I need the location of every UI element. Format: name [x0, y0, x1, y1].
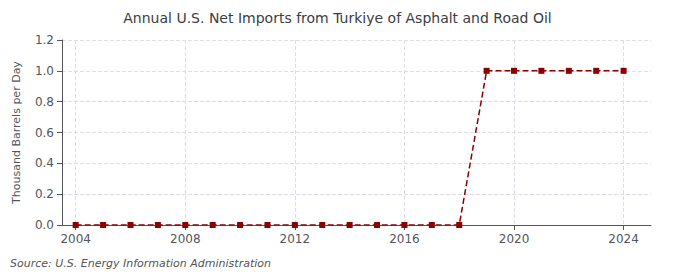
svg-text:2012: 2012: [280, 232, 311, 246]
svg-text:0.0: 0.0: [35, 218, 54, 232]
svg-text:2008: 2008: [170, 232, 201, 246]
svg-text:1.0: 1.0: [35, 64, 54, 78]
svg-text:0.2: 0.2: [35, 187, 54, 201]
svg-text:Source: U.S. Energy Informatio: Source: U.S. Energy Information Administ…: [10, 257, 271, 270]
svg-text:2016: 2016: [389, 232, 420, 246]
svg-text:2024: 2024: [608, 232, 639, 246]
svg-text:2004: 2004: [60, 232, 91, 246]
svg-text:0.8: 0.8: [35, 95, 54, 109]
svg-text:0.6: 0.6: [35, 126, 54, 140]
svg-text:Thousand Barrels per Day: Thousand Barrels per Day: [10, 61, 23, 205]
svg-text:1.2: 1.2: [35, 33, 54, 47]
svg-text:Annual U.S. Net Imports from T: Annual U.S. Net Imports from Turkiye of …: [123, 10, 551, 26]
svg-text:0.4: 0.4: [35, 156, 54, 170]
svg-text:2020: 2020: [499, 232, 530, 246]
